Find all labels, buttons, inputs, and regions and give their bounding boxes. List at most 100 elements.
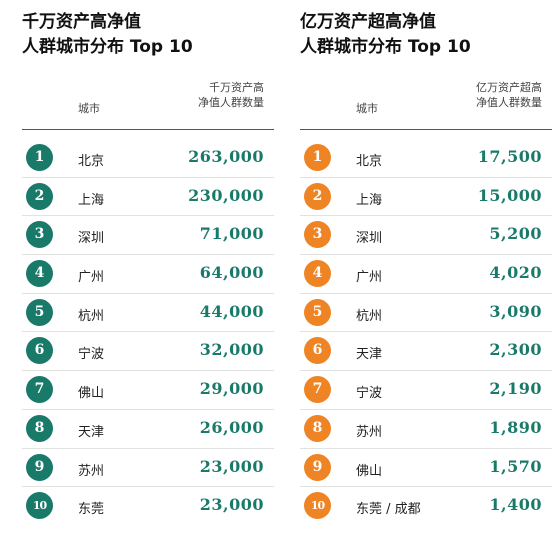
population-value: 2,190 [489,379,542,399]
table-row: 5 杭州 44,000 [22,294,274,333]
city-name: 宁波 [356,386,383,402]
population-value: 64,000 [199,263,264,283]
population-value: 23,000 [199,456,264,476]
population-value: 15,000 [477,185,542,205]
table-row: 7 宁波 2,190 [300,371,552,410]
table-row: 1 北京 263,000 [22,139,274,178]
rank-badge: 4 [304,260,331,288]
right-col-count-line1: 亿万资产超高 [476,81,542,94]
right-rows: 1 北京 17,500 2 上海 15,000 3 深圳 5,200 4 广州 4,020 5 杭… [300,139,552,526]
population-value: 4,020 [489,263,542,283]
right-col-count-line2: 净值人群数量 [476,96,542,109]
left-title-line1: 千万资产高净值 [22,12,141,32]
rank-badge: 2 [304,182,331,210]
population-value: 263,000 [188,147,264,166]
right-table-header: 城市 亿万资产超高 净值人群数量 [300,66,552,130]
population-value: 1,570 [489,456,542,476]
left-panel: 千万资产高净值 人群城市分布 Top 10 城市 千万资产高 净值人群数量 1 北… [22,0,274,520]
left-title: 千万资产高净值 人群城市分布 Top 10 [22,10,274,60]
city-name: 深圳 [356,231,383,247]
table-row: 8 天津 26,000 [22,410,274,449]
right-title-line1: 亿万资产超高净值 [300,12,436,32]
population-value: 32,000 [199,340,264,360]
right-title: 亿万资产超高净值 人群城市分布 Top 10 [300,10,552,60]
city-name: 北京 [356,154,383,169]
rank-badge: 5 [26,298,53,326]
table-row: 4 广州 64,000 [22,255,274,294]
city-name: 东莞 [78,502,105,518]
table-row: 4 广州 4,020 [300,255,552,294]
city-name: 佛山 [356,463,383,479]
left-rows: 1 北京 263,000 2 上海 230,000 3 深圳 71,000 4 广州 64,00… [22,139,274,526]
rank-badge: 4 [26,260,53,288]
rank-badge: 9 [26,453,53,481]
table-row: 9 苏州 23,000 [22,449,274,488]
city-name: 杭州 [78,308,105,324]
population-value: 5,200 [489,224,542,244]
right-col-city-header: 城市 [356,102,378,115]
city-name: 苏州 [356,424,383,440]
right-title-line2: 人群城市分布 Top 10 [300,37,471,57]
table-row: 5 杭州 3,090 [300,294,552,333]
rank-badge: 10 [26,492,53,520]
rank-badge: 3 [26,221,53,249]
rank-badge: 8 [26,414,53,442]
city-name: 天津 [356,347,383,363]
city-name: 广州 [78,270,105,286]
right-panel: 亿万资产超高净值 人群城市分布 Top 10 城市 亿万资产超高 净值人群数量 … [300,0,552,520]
population-value: 1,400 [489,495,542,515]
city-name: 宁波 [78,347,105,363]
population-value: 44,000 [199,301,264,321]
rank-badge: 6 [304,337,331,365]
left-table-header: 城市 千万资产高 净值人群数量 [22,66,274,130]
left-col-city-header: 城市 [78,102,100,115]
rank-badge: 8 [304,414,331,442]
city-name: 天津 [78,424,105,440]
population-value: 3,090 [489,301,542,321]
population-value: 2,300 [489,340,542,360]
rank-badge: 1 [304,144,331,171]
right-col-count-header: 亿万资产超高 净值人群数量 [452,80,542,110]
table-row: 2 上海 230,000 [22,178,274,217]
city-name: 东莞 / 成都 [356,502,421,518]
rank-badge: 2 [26,182,53,210]
population-value: 29,000 [199,379,264,399]
city-name: 广州 [356,270,383,286]
rank-badge: 6 [26,337,53,365]
population-value: 26,000 [199,417,264,437]
population-value: 17,500 [477,147,542,166]
table-row: 3 深圳 5,200 [300,216,552,256]
table-row: 1 北京 17,500 [300,139,552,178]
table-row: 10 东莞 23,000 [22,487,274,526]
city-name: 上海 [356,192,383,208]
left-col-count-line1: 千万资产高 [209,81,264,94]
population-value: 23,000 [199,495,264,515]
left-col-count-header: 千万资产高 净值人群数量 [174,80,264,110]
table-row: 6 宁波 32,000 [22,332,274,372]
population-value: 1,890 [489,417,542,437]
rank-badge: 10 [304,492,331,520]
left-header-rule [22,129,274,130]
rank-badge: 5 [304,298,331,326]
city-name: 上海 [78,192,105,208]
table-row: 8 苏州 1,890 [300,410,552,449]
city-name: 深圳 [78,231,105,247]
right-header-rule [300,129,552,130]
table-row: 7 佛山 29,000 [22,371,274,410]
left-title-line2: 人群城市分布 Top 10 [22,37,193,57]
city-name: 苏州 [78,463,105,479]
population-value: 71,000 [199,224,264,244]
rank-badge: 7 [26,376,53,404]
table-row: 3 深圳 71,000 [22,216,274,256]
table-row: 9 佛山 1,570 [300,449,552,488]
rank-badge: 3 [304,221,331,249]
left-col-count-line2: 净值人群数量 [198,96,264,109]
table-row: 6 天津 2,300 [300,332,552,372]
table-row: 10 东莞 / 成都 1,400 [300,487,552,526]
rank-badge: 9 [304,453,331,481]
population-value: 230,000 [188,185,264,205]
city-name: 佛山 [78,386,105,402]
city-name: 北京 [78,154,105,169]
table-row: 2 上海 15,000 [300,178,552,217]
rank-badge: 1 [26,144,53,171]
